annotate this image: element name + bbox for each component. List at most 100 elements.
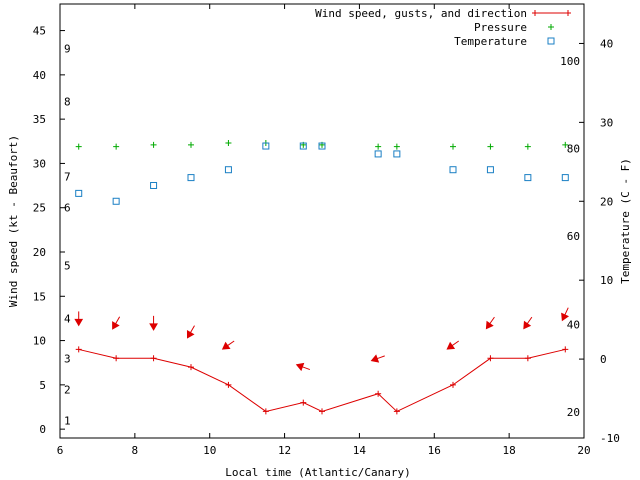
x-tick-label: 12 <box>278 444 291 457</box>
x-tick-label: 16 <box>428 444 441 457</box>
y-tick-label: 30 <box>33 157 46 170</box>
wind-direction-arrow-head <box>485 320 494 330</box>
legend-marker-temperature <box>547 37 555 45</box>
temperature-point <box>449 166 457 174</box>
beaufort-label: 4 <box>64 312 71 325</box>
wind-direction-arrow-head <box>149 323 158 331</box>
wind-direction-arrow <box>446 340 460 350</box>
y-axis-label: Wind speed (kt - Beaufort) <box>7 135 20 307</box>
wind-direction-arrow <box>485 316 495 330</box>
legend-marker-pressure <box>548 24 554 30</box>
y2-tick-label: 40 <box>600 37 613 50</box>
legend-label-pressure: Pressure <box>474 21 527 34</box>
beaufort-label: 2 <box>64 383 71 396</box>
pressure-point <box>487 143 494 150</box>
wind-direction-arrow-head <box>561 312 570 322</box>
y-tick-label: 35 <box>33 113 46 126</box>
wind-direction-arrow-head <box>446 341 456 350</box>
y-tick-label: 10 <box>33 335 46 348</box>
wind-point <box>375 390 382 397</box>
legend-label-wind: Wind speed, gusts, and direction <box>315 7 527 20</box>
pressure-point <box>450 143 456 150</box>
temperature-point <box>112 197 120 205</box>
beaufort-label: 6 <box>64 202 71 215</box>
pressure-point <box>393 143 400 150</box>
temperature-point <box>262 142 270 150</box>
wind-direction-arrow <box>74 311 84 327</box>
legend-marker-wind <box>532 10 571 16</box>
pressure-point <box>188 141 194 148</box>
wind-point <box>188 364 194 371</box>
wind-point <box>562 346 569 353</box>
y2-tick-label: 20 <box>600 195 613 208</box>
y2-tick-label: 10 <box>600 274 613 287</box>
wind-direction-arrow-head <box>74 318 84 327</box>
x-tick-label: 18 <box>503 444 516 457</box>
wind-point <box>393 408 400 415</box>
wind-direction-arrow <box>149 315 158 331</box>
wind-point <box>487 355 494 362</box>
temperature-point <box>486 166 494 174</box>
x-tick-label: 8 <box>132 444 139 457</box>
wind-point <box>225 381 232 388</box>
fahrenheit-label: 60 <box>567 230 580 243</box>
y-tick-label: 40 <box>33 69 46 82</box>
temperature-point <box>299 142 307 150</box>
wind-direction-arrow <box>186 325 195 339</box>
fahrenheit-label: 100 <box>560 55 580 68</box>
temperature-point <box>561 174 569 182</box>
wind-direction-arrow <box>112 316 121 330</box>
legend: Wind speed, gusts, and directionPressure… <box>315 7 571 48</box>
wind-point <box>524 355 531 362</box>
y2-tick-label: -10 <box>600 432 620 445</box>
y-tick-label: 45 <box>33 25 46 38</box>
y-tick-label: 15 <box>33 290 46 303</box>
wind-direction-arrow <box>370 354 385 363</box>
wind-direction-arrow-head <box>370 354 380 363</box>
pressure-point <box>524 143 531 150</box>
temperature-point <box>374 150 382 158</box>
x-tick-label: 6 <box>57 444 64 457</box>
wind-point <box>150 355 157 362</box>
pressure-point <box>562 141 569 148</box>
temperature-point <box>318 142 326 150</box>
pressure-point <box>113 143 120 150</box>
x-tick-label: 14 <box>353 444 367 457</box>
pressure-point <box>150 141 157 148</box>
wind-point <box>450 381 456 388</box>
pressure-point <box>225 140 232 147</box>
beaufort-label: 7 <box>64 171 71 184</box>
beaufort-label: 8 <box>64 95 71 108</box>
pressure-point <box>75 143 82 150</box>
y2-axis-label: Temperature (C - F) <box>619 158 632 284</box>
fahrenheit-label: 40 <box>567 318 580 331</box>
wind-direction-arrow <box>221 340 235 350</box>
fahrenheit-label: 80 <box>567 142 580 155</box>
temperature-point <box>524 174 532 182</box>
pressure-point <box>375 143 382 150</box>
wind-point <box>319 408 325 415</box>
legend-label-temperature: Temperature <box>454 35 527 48</box>
wind-direction-arrow-head <box>112 321 120 330</box>
wind-direction-arrow <box>561 307 570 322</box>
temperature-point <box>150 181 158 189</box>
beaufort-label: 5 <box>64 259 71 272</box>
wind-direction-arrow-head <box>523 320 532 330</box>
temperature-point <box>224 166 232 174</box>
y-tick-label: 5 <box>39 379 46 392</box>
y2-tick-label: 0 <box>600 353 607 366</box>
x-axis-label: Local time (Atlantic/Canary) <box>225 466 410 479</box>
wind-point <box>262 408 269 415</box>
wind-direction-arrow <box>523 316 533 330</box>
beaufort-label: 9 <box>64 42 71 55</box>
wind-speed-line <box>78 348 566 413</box>
plot-frame <box>59 3 585 439</box>
y2-tick-label: 30 <box>600 116 613 129</box>
temperature-point <box>187 174 195 182</box>
x-tick-label: 10 <box>203 444 216 457</box>
wind-point <box>113 355 120 362</box>
wind-point <box>300 399 307 406</box>
y-tick-label: 20 <box>33 246 46 259</box>
wind-direction-arrow-head <box>186 329 195 339</box>
